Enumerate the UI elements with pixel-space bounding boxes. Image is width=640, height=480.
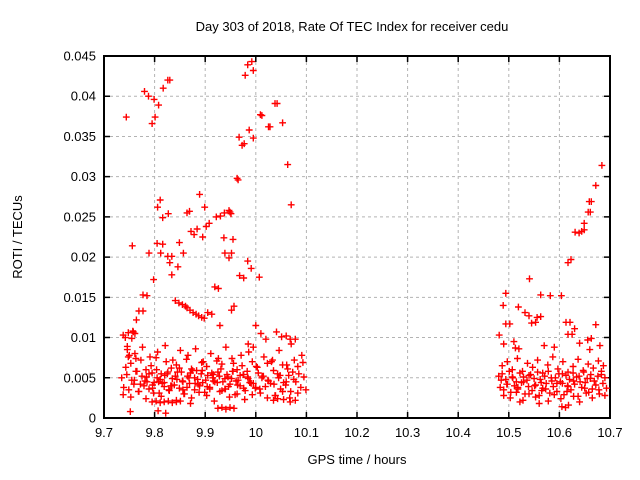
y-tick-label: 0.015 — [63, 290, 96, 305]
x-tick-label: 9.9 — [196, 425, 214, 440]
y-tick-label: 0.025 — [63, 209, 96, 224]
grid-lines — [104, 56, 610, 418]
scatter-points — [118, 58, 610, 417]
plot-border — [103, 55, 611, 419]
plot-area: 9.7 9.8 9.9 10 10.1 10.2 10.3 10.4 10.5 10.6 10.7 0… — [63, 49, 622, 441]
x-tick-label: 10.3 — [395, 425, 420, 440]
y-tick-label: 0.02 — [71, 250, 96, 265]
x-tick-label: 10.6 — [547, 425, 572, 440]
x-tick-label: 10.4 — [446, 425, 471, 440]
y-tick-label: 0.03 — [71, 169, 96, 184]
y-tick-label: 0.035 — [63, 129, 96, 144]
y-tick-label: 0.01 — [71, 330, 96, 345]
y-tick-label: 0.045 — [63, 49, 96, 64]
x-tick-label: 10.1 — [294, 425, 319, 440]
x-tick-label: 10.7 — [597, 425, 622, 440]
y-axis-label: ROTI / TECUs — [10, 195, 25, 279]
chart-title: Day 303 of 2018, Rate Of TEC Index for r… — [196, 19, 509, 34]
x-tick-label: 9.7 — [95, 425, 113, 440]
x-tick-label: 10 — [249, 425, 263, 440]
x-tick-label: 10.2 — [344, 425, 369, 440]
x-axis-label: GPS time / hours — [308, 452, 407, 467]
y-tick-label: 0.005 — [63, 370, 96, 385]
x-tick-label: 9.8 — [146, 425, 164, 440]
x-tick-label: 10.5 — [496, 425, 521, 440]
y-tick-label: 0.04 — [71, 89, 96, 104]
y-tick-label: 0 — [89, 411, 96, 426]
